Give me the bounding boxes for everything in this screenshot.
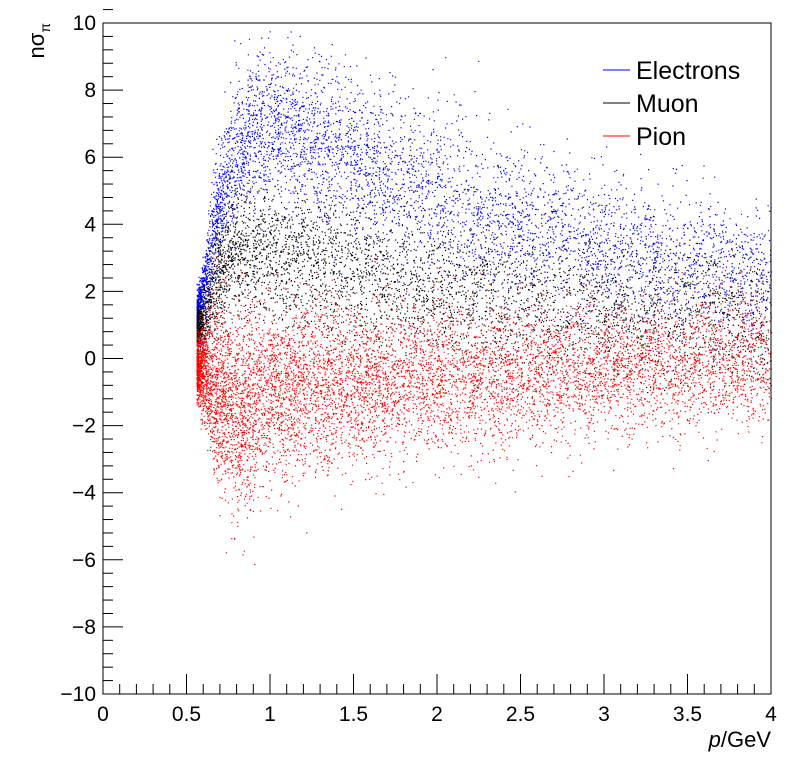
x-tick-label: 2 bbox=[431, 703, 443, 726]
x-tick-label: 1 bbox=[264, 703, 276, 726]
y-tick-label: −10 bbox=[60, 683, 96, 706]
y-tick-label: 0 bbox=[84, 348, 96, 371]
x-tick-label: 0.5 bbox=[172, 703, 201, 726]
axis-tick-labels: 0 0.5 1 1.5 2 2.5 3 3.5 4 −10 −8 −6 −4 −2 0 2 4 6 8 10 bbox=[60, 12, 777, 726]
x-axis-title-unit: /GeV bbox=[721, 727, 771, 752]
data-points bbox=[196, 31, 773, 566]
y-tick-label: −2 bbox=[72, 415, 96, 438]
x-tick-label: 3 bbox=[598, 703, 610, 726]
y-axis-title-sub: π bbox=[37, 23, 53, 33]
series-muon bbox=[196, 142, 773, 419]
series-muon-points bbox=[196, 142, 773, 419]
y-tick-label: −4 bbox=[72, 482, 96, 505]
x-tick-label: 4 bbox=[765, 703, 777, 726]
axis-ticks bbox=[102, 9, 772, 695]
series-pion-points bbox=[196, 217, 772, 566]
legend-label-electrons: Electrons bbox=[636, 57, 740, 85]
y-tick-label: −6 bbox=[72, 549, 96, 572]
y-tick-label: 4 bbox=[84, 213, 96, 236]
y-tick-label: 6 bbox=[84, 146, 96, 169]
x-tick-label: 2.5 bbox=[506, 703, 535, 726]
x-tick-label: 3.5 bbox=[673, 703, 702, 726]
y-tick-label: −8 bbox=[72, 616, 96, 639]
y-axis-title-main: nσ bbox=[24, 32, 49, 58]
x-tick-label: 1.5 bbox=[339, 703, 368, 726]
x-axis-title: p/GeV bbox=[708, 727, 772, 752]
x-axis-title-var: p bbox=[708, 727, 721, 752]
series-pion bbox=[196, 217, 772, 566]
legend-label-pion: Pion bbox=[636, 123, 686, 151]
y-axis-title: nσπ bbox=[24, 23, 53, 59]
y-tick-label: 8 bbox=[84, 79, 96, 102]
y-tick-label: 10 bbox=[73, 12, 96, 35]
y-tick-label: 2 bbox=[84, 280, 96, 303]
legend: Electrons Muon Pion bbox=[603, 57, 740, 151]
x-tick-label: 0 bbox=[97, 703, 109, 726]
legend-label-muon: Muon bbox=[636, 90, 699, 118]
